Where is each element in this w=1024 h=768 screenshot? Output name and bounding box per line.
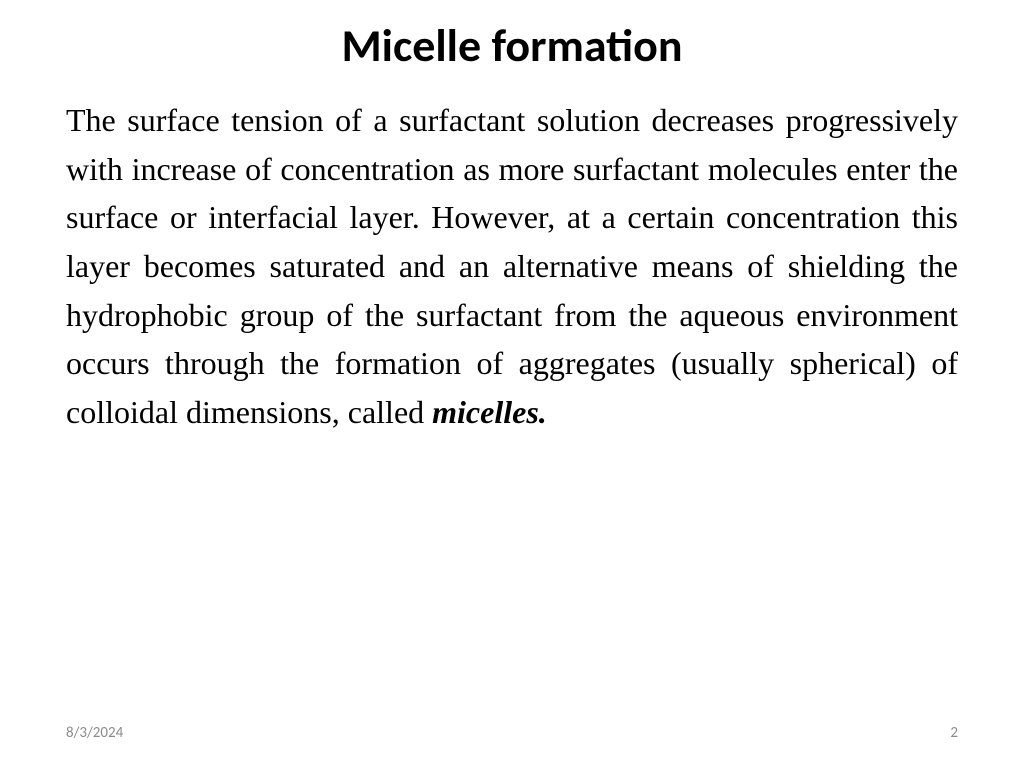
slide: Micelle formation The surface tension of… (0, 0, 1024, 768)
footer-date: 8/3/2024 (66, 724, 123, 742)
slide-body: The surface tension of a surfactant solu… (66, 96, 958, 436)
slide-title: Micelle formation (0, 18, 1024, 74)
footer-page-number: 2 (950, 724, 958, 742)
body-text-emphasis: micelles. (432, 394, 547, 430)
body-text-main: The surface tension of a surfactant solu… (66, 102, 958, 430)
